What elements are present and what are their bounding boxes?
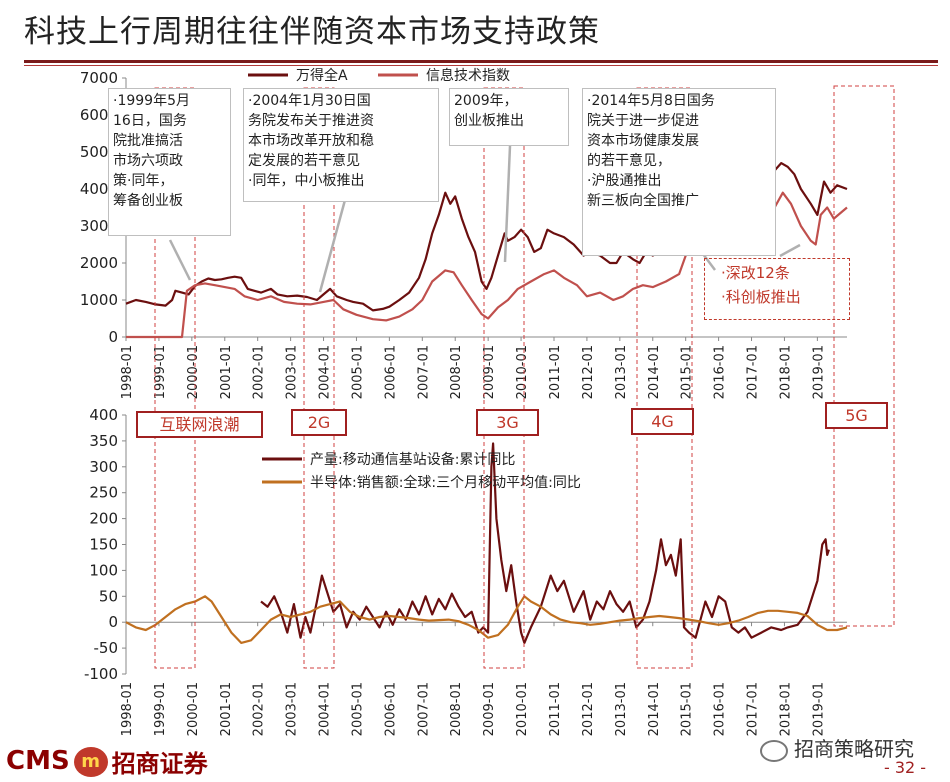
- upper-x-tick-label: 2001-01: [219, 345, 234, 399]
- wechat-account: 招商策略研究: [760, 733, 914, 762]
- upper-x-tick-label: 2002-01: [252, 345, 267, 399]
- title-divider: [24, 60, 938, 63]
- lower-y-tick-label: 350: [89, 432, 118, 450]
- era-internet-label: 互联网浪潮: [136, 411, 263, 438]
- upper-y-tick-label: 7000: [80, 69, 118, 87]
- lower-x-tick-label: 2016-01: [713, 682, 728, 736]
- upper-x-tick-label: 2009-01: [482, 345, 497, 399]
- lower-x-tick-label: 2004-01: [318, 682, 333, 736]
- lower-series-line-1: [125, 595, 848, 644]
- wechat-icon: [760, 739, 788, 762]
- upper-x-tick-label: 1999-01: [153, 345, 168, 399]
- upper-x-tick-label: 2005-01: [350, 345, 365, 399]
- annotation-arrow: [779, 243, 801, 258]
- annotation-2009: 2009年， 创业板推出: [449, 88, 569, 146]
- lower-x-tick-label: 2008-01: [449, 682, 464, 736]
- lower-x-tick-label: 2001-01: [219, 682, 234, 736]
- brand-emblem-icon: m: [73, 746, 108, 777]
- lower-y-tick-label: 150: [89, 536, 118, 554]
- page-number: - 32 -: [884, 758, 927, 777]
- event-guide-box: [636, 87, 693, 669]
- upper-x-tick-label: 2016-01: [713, 345, 728, 399]
- lower-x-tick-label: 1998-01: [120, 682, 135, 736]
- upper-x-tick-label: 2000-01: [186, 345, 201, 399]
- lower-y-tick-label: 0: [108, 613, 118, 631]
- era-4g-label: 4G: [631, 408, 694, 435]
- lower-y-tick-label: -50: [94, 639, 119, 657]
- page-title: 科技上行周期往往伴随资本市场支持政策: [24, 14, 600, 50]
- upper-y-tick-label: 0: [108, 328, 118, 346]
- lower-x-tick-label: 2015-01: [680, 682, 695, 736]
- lower-x-tick-label: 2014-01: [647, 682, 662, 736]
- lower-y-tick-label: 50: [99, 587, 118, 605]
- brand-name: 招商证券: [111, 750, 208, 778]
- lower-y-tick-label: 100: [89, 561, 118, 579]
- upper-legend-label-0: 万得全A: [296, 67, 348, 84]
- lower-y-tick-label: 250: [89, 484, 118, 502]
- event-guide-box: [833, 85, 895, 627]
- lower-x-tick-label: 2007-01: [416, 682, 431, 736]
- lower-x-tick-label: 1999-01: [153, 682, 168, 736]
- upper-x-tick-label: 2015-01: [680, 345, 695, 399]
- era-2g-label: 2G: [291, 409, 347, 436]
- upper-x-tick-label: 2003-01: [285, 345, 300, 399]
- upper-y-tick-label: 2000: [80, 254, 118, 272]
- lower-legend-label-1: 半导体:销售额:全球:三个月移动平均值:同比: [310, 474, 581, 491]
- upper-x-tick-label: 2010-01: [515, 345, 530, 399]
- era-3g-label: 3G: [476, 409, 539, 436]
- upper-x-tick-label: 2019-01: [811, 345, 826, 399]
- upper-x-tick-label: 2017-01: [746, 345, 761, 399]
- annotation-1999: ·1999年5月 16日，国务 院批准搞活 市场六项政 策·同年， 筹备创业板: [108, 88, 231, 236]
- upper-y-tick-label: 1000: [80, 291, 118, 309]
- annotation-2004: ·2004年1月30日国 务院发布关于推进资 本市场改革开放和稳 定发展的若干意…: [243, 88, 439, 202]
- title-divider-thin: [24, 65, 938, 66]
- annotation-arrow: [503, 145, 512, 263]
- lower-x-tick-label: 2005-01: [350, 682, 365, 736]
- lower-legend-label-0: 产量:移动通信基站设备:累计同比: [310, 451, 515, 468]
- upper-x-tick-label: 2004-01: [318, 345, 333, 399]
- upper-x-tick-label: 2007-01: [416, 345, 431, 399]
- upper-x-tick-label: 2006-01: [383, 345, 398, 399]
- annotation-2014: ·2014年5月8日国务 院关于进一步促进 资本市场健康发展 的若干意见， ·沪…: [582, 88, 776, 256]
- lower-x-tick-label: 2010-01: [515, 682, 530, 736]
- wechat-account-name: 招商策略研究: [794, 737, 914, 761]
- upper-legend-label-1: 信息技术指数: [426, 67, 510, 84]
- upper-x-tick-label: 2018-01: [778, 345, 793, 399]
- lower-x-tick-label: 2019-01: [811, 682, 826, 736]
- lower-x-tick-label: 2000-01: [186, 682, 201, 736]
- upper-x-tick-label: 1998-01: [120, 345, 135, 399]
- lower-x-tick-label: 2018-01: [778, 682, 793, 736]
- lower-x-tick-label: 2006-01: [383, 682, 398, 736]
- upper-x-tick-label: 2014-01: [647, 345, 662, 399]
- annotation-2019: ·深改12条 ·科创板推出: [704, 258, 850, 320]
- upper-x-tick-label: 2013-01: [614, 345, 629, 399]
- lower-y-tick-label: -100: [84, 665, 118, 683]
- brand-logo: CMS m 招商证券: [6, 744, 208, 779]
- lower-x-tick-label: 2017-01: [746, 682, 761, 736]
- upper-x-tick-label: 2012-01: [581, 345, 596, 399]
- brand-latin: CMS: [6, 746, 70, 776]
- upper-x-tick-label: 2008-01: [449, 345, 464, 399]
- annotation-arrow: [168, 239, 192, 281]
- lower-x-tick-label: 2012-01: [581, 682, 596, 736]
- lower-x-tick-label: 2013-01: [614, 682, 629, 736]
- lower-y-tick-label: 300: [89, 458, 118, 476]
- lower-series-line-0: [260, 442, 830, 644]
- era-5g-label: 5G: [825, 402, 888, 429]
- annotation-arrow: [318, 199, 347, 293]
- lower-x-tick-label: 2009-01: [482, 682, 497, 736]
- upper-x-tick-label: 2011-01: [548, 345, 563, 399]
- event-guide-box: [154, 87, 196, 669]
- lower-x-tick-label: 2003-01: [285, 682, 300, 736]
- lower-x-tick-label: 2002-01: [252, 682, 267, 736]
- lower-x-tick-label: 2011-01: [548, 682, 563, 736]
- lower-y-tick-label: 200: [89, 510, 118, 528]
- event-guide-box: [483, 87, 525, 669]
- lower-y-tick-label: 400: [89, 406, 118, 424]
